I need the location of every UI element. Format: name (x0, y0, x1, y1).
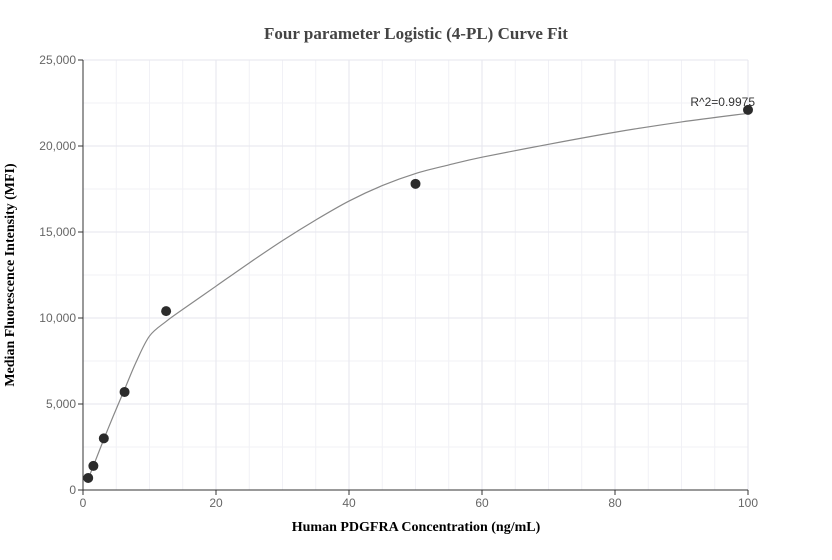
chart-title: Four parameter Logistic (4-PL) Curve Fit (264, 24, 568, 43)
y-tick-label: 0 (69, 483, 76, 497)
y-axis-ticks: 0 5,000 10,000 15,000 20,000 25,000 (39, 53, 83, 497)
x-tick-label: 40 (342, 496, 356, 510)
y-axis-title: Median Fluorescence Intensity (MFI) (3, 163, 18, 387)
data-point (99, 433, 109, 443)
x-tick-label: 80 (608, 496, 622, 510)
y-tick-label: 25,000 (39, 53, 76, 67)
annotations: R^2=0.9975 (690, 95, 755, 109)
x-tick-label: 0 (80, 496, 87, 510)
data-point (411, 179, 421, 189)
x-tick-label: 20 (209, 496, 223, 510)
data-points (83, 105, 753, 483)
y-tick-label: 5,000 (46, 397, 76, 411)
y-tick-label: 10,000 (39, 311, 76, 325)
r-squared-annotation: R^2=0.9975 (690, 95, 755, 109)
data-point (161, 306, 171, 316)
x-axis-title: Human PDGFRA Concentration (ng/mL) (292, 520, 541, 535)
y-tick-label: 15,000 (39, 225, 76, 239)
x-tick-label: 60 (475, 496, 489, 510)
grid (83, 60, 748, 490)
data-point (120, 387, 130, 397)
x-tick-label: 100 (738, 496, 758, 510)
data-point (88, 461, 98, 471)
fit-curve (88, 113, 748, 479)
x-axis-ticks: 0 20 40 60 80 100 (80, 490, 759, 510)
data-point (83, 473, 93, 483)
y-tick-label: 20,000 (39, 139, 76, 153)
